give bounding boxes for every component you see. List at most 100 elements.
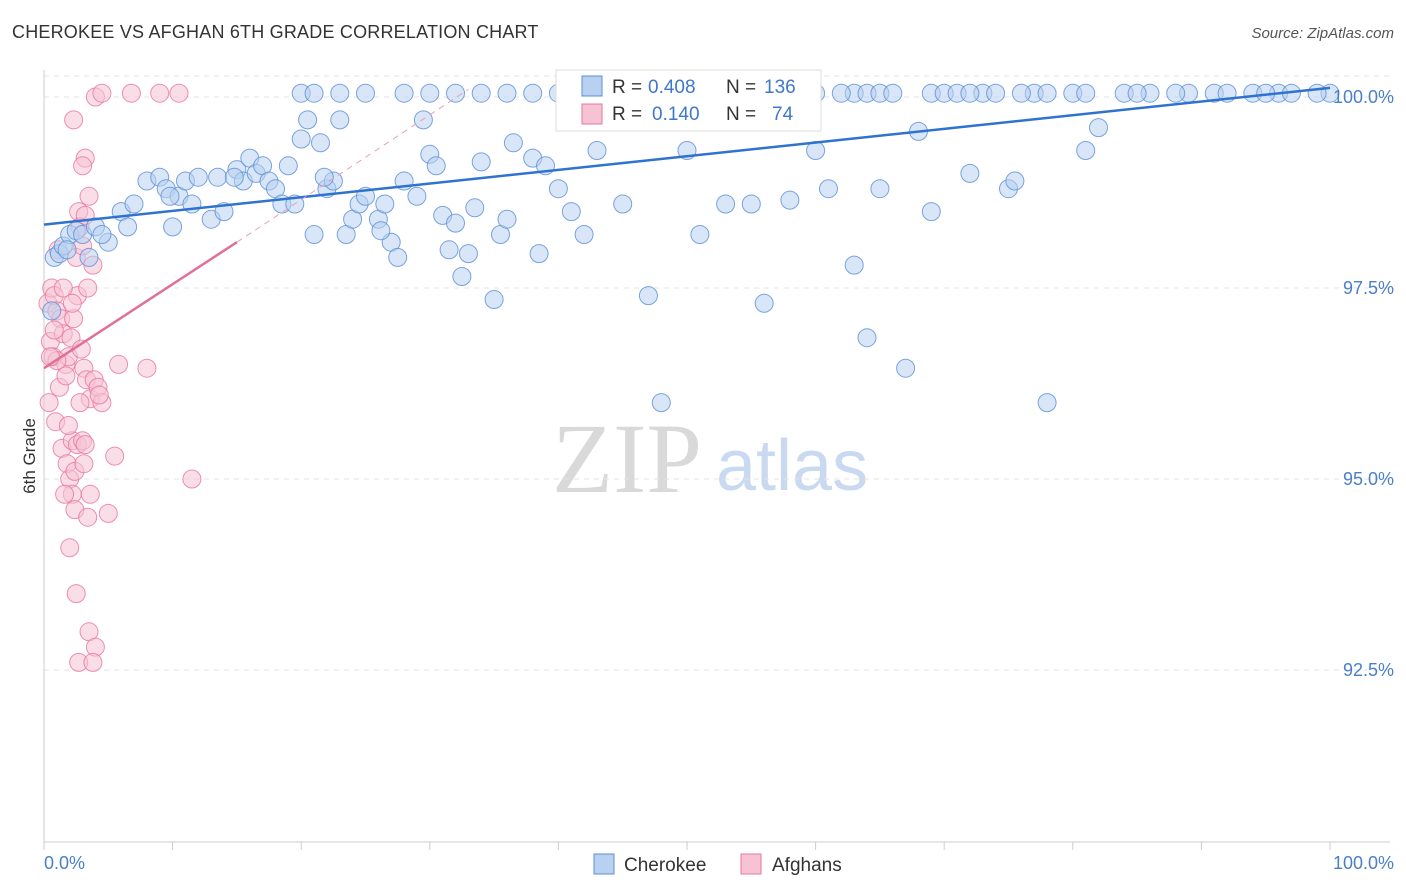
afghans-point xyxy=(98,503,118,523)
bottom-legend-label-cherokee: Cherokee xyxy=(624,855,706,876)
afghans-point xyxy=(80,484,100,504)
afghans-point xyxy=(74,454,94,474)
cherokee-point xyxy=(446,83,465,103)
cherokee-point xyxy=(452,267,472,286)
cherokee-point xyxy=(497,209,517,229)
cherokee-point xyxy=(1076,141,1096,160)
afghans-trendline-extension xyxy=(236,88,469,243)
cherokee-point xyxy=(780,190,800,210)
afghans-point xyxy=(53,278,73,298)
cherokee-point xyxy=(291,129,311,149)
afghans-point xyxy=(58,416,78,435)
afghans-point xyxy=(182,469,202,489)
afghans-point xyxy=(70,393,90,413)
cherokee-point xyxy=(458,244,478,264)
afghans-point xyxy=(56,366,76,386)
cherokee-point xyxy=(42,301,62,321)
correlation-legend: R = 0.408 N = 136 R = 0.140 N = 74 xyxy=(555,69,822,132)
cherokee-point xyxy=(1307,83,1327,103)
cherokee-point xyxy=(497,83,517,103)
afghans-point xyxy=(75,435,95,455)
cherokee-point xyxy=(356,83,375,103)
cherokee-trendline xyxy=(43,86,1331,226)
cherokee-point xyxy=(330,83,350,103)
afghans-point xyxy=(169,83,189,103)
afghans-point xyxy=(39,393,59,413)
cherokee-point xyxy=(375,194,395,214)
legend-swatch-afghans xyxy=(581,103,603,125)
cherokee-point xyxy=(1011,83,1031,103)
cherokee-point xyxy=(529,244,549,264)
cherokee-point xyxy=(1089,118,1108,138)
cherokee-point xyxy=(754,293,774,313)
cherokee-point xyxy=(831,83,851,103)
cherokee-point xyxy=(1166,83,1186,103)
cherokee-point xyxy=(716,194,736,214)
y-axis-title: 6th Grade xyxy=(20,418,39,494)
x-tick-label-min: 0.0% xyxy=(44,853,85,873)
cherokee-point xyxy=(561,202,581,222)
cherokee-point xyxy=(407,186,427,206)
cherokee-point xyxy=(857,328,877,348)
cherokee-point xyxy=(413,110,433,130)
afghans-point xyxy=(44,320,64,340)
bottom-legend-swatch-afghans xyxy=(740,853,762,875)
x-ticks xyxy=(43,842,1331,850)
cherokee-point xyxy=(57,240,77,260)
cherokee-point xyxy=(896,358,916,378)
cherokee-point xyxy=(574,225,594,244)
afghans-point xyxy=(105,446,125,466)
y-tick-labels: 100.0% 97.5% 95.0% 92.5% xyxy=(1333,87,1394,680)
cherokee-point xyxy=(1037,83,1057,103)
cherokee-point xyxy=(587,141,607,160)
cherokee-point xyxy=(960,83,980,103)
cherokee-point xyxy=(426,156,446,176)
legend-r-label-cherokee: R = xyxy=(612,77,642,98)
afghans-trendline xyxy=(43,241,238,370)
series-legend: Cherokee Afghans xyxy=(593,853,842,876)
cherokee-point xyxy=(986,83,1006,103)
cherokee-point xyxy=(1076,83,1096,103)
cherokee-point xyxy=(819,179,838,199)
cherokee-point xyxy=(330,110,350,130)
axes xyxy=(43,70,1390,843)
cherokee-point xyxy=(690,225,710,244)
afghans-point xyxy=(64,110,84,130)
legend-n-label-cherokee: N = xyxy=(726,77,756,98)
afghans-point xyxy=(78,278,98,298)
x-tick-label-max: 100.0% xyxy=(1333,853,1394,873)
bottom-legend-swatch-cherokee xyxy=(593,853,615,875)
cherokee-points xyxy=(42,83,1340,413)
afghans-point xyxy=(83,652,103,672)
source-credit: Source: ZipAtlas.com xyxy=(1251,25,1394,42)
legend-n-label-afghans: N = xyxy=(726,104,756,125)
cherokee-point xyxy=(208,167,228,187)
cherokee-point xyxy=(160,186,180,206)
afghans-point xyxy=(137,358,157,378)
cherokee-point xyxy=(124,194,144,214)
cherokee-point xyxy=(188,167,208,187)
afghans-point xyxy=(79,186,99,206)
cherokee-point xyxy=(523,83,543,103)
cherokee-point xyxy=(883,83,903,103)
cherokee-point xyxy=(1005,171,1025,191)
afghans-point xyxy=(92,83,112,103)
y-tick-label: 95.0% xyxy=(1343,469,1394,489)
cherokee-point xyxy=(741,194,761,214)
cherokee-point xyxy=(439,240,459,260)
cherokee-point xyxy=(388,247,408,267)
cherokee-point xyxy=(471,152,491,172)
cherokee-point xyxy=(484,290,504,309)
afghans-point xyxy=(121,83,141,103)
legend-swatch-cherokee xyxy=(581,75,603,97)
y-tick-label: 97.5% xyxy=(1343,278,1394,298)
watermark-atlas: atlas xyxy=(716,426,868,506)
cherokee-point xyxy=(304,225,324,244)
cherokee-point xyxy=(844,255,864,275)
cherokee-point xyxy=(503,133,523,153)
legend-r-label-afghans: R = xyxy=(612,104,642,125)
afghans-point xyxy=(78,507,98,527)
cherokee-point xyxy=(163,217,183,237)
